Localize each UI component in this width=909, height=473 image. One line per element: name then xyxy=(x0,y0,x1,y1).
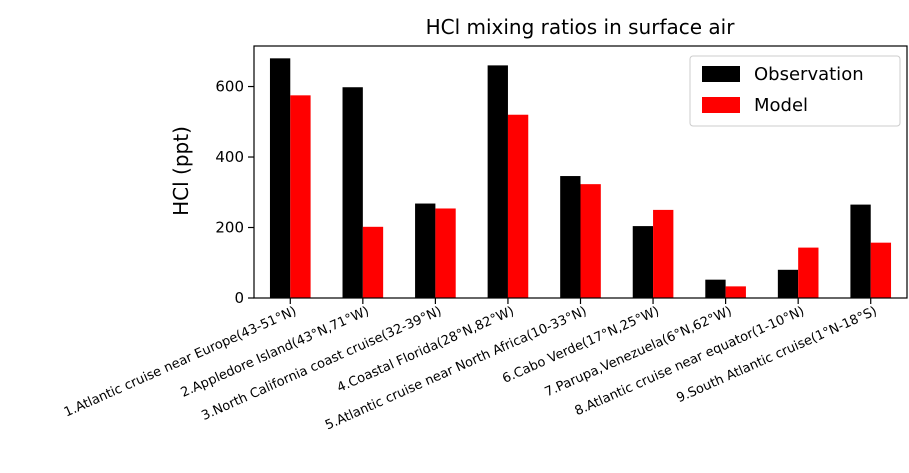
bar-observation-4 xyxy=(487,65,508,298)
plot-frame xyxy=(253,45,908,299)
bar-model-9 xyxy=(870,242,892,298)
bar-model-8 xyxy=(798,247,819,298)
bar-model-2 xyxy=(362,226,384,298)
legend-swatch-observation xyxy=(702,66,740,82)
bar-model-4 xyxy=(507,114,529,298)
bar-model-5 xyxy=(580,184,601,298)
legend-label-observation: Observation xyxy=(754,64,864,85)
bar-observation-6 xyxy=(632,226,654,298)
bar-model-6 xyxy=(653,209,674,298)
y-tick-label: 0 xyxy=(234,289,244,307)
bar-model-3 xyxy=(435,208,456,298)
bar-observation-5 xyxy=(560,176,581,298)
y-tick-label: 200 xyxy=(215,219,244,237)
y-tick-label: 600 xyxy=(215,78,244,96)
bar-observation-8 xyxy=(777,269,799,298)
chart-title: HCl mixing ratios in surface air xyxy=(426,15,736,39)
y-tick-label: 400 xyxy=(215,148,244,166)
bar-model-1 xyxy=(290,95,311,298)
bar-observation-9 xyxy=(850,204,871,298)
legend-swatch-model xyxy=(702,97,740,113)
bar-model-7 xyxy=(725,286,746,298)
legend-label-model: Model xyxy=(754,95,808,116)
bar-observation-2 xyxy=(342,87,363,299)
bar-observation-3 xyxy=(415,203,436,298)
legend-box xyxy=(689,55,901,127)
bar-observation-7 xyxy=(705,279,726,298)
y-axis-label: HCl (ppt) xyxy=(169,126,193,216)
bar-observation-1 xyxy=(269,58,291,299)
legend: Observation Model xyxy=(689,55,901,127)
